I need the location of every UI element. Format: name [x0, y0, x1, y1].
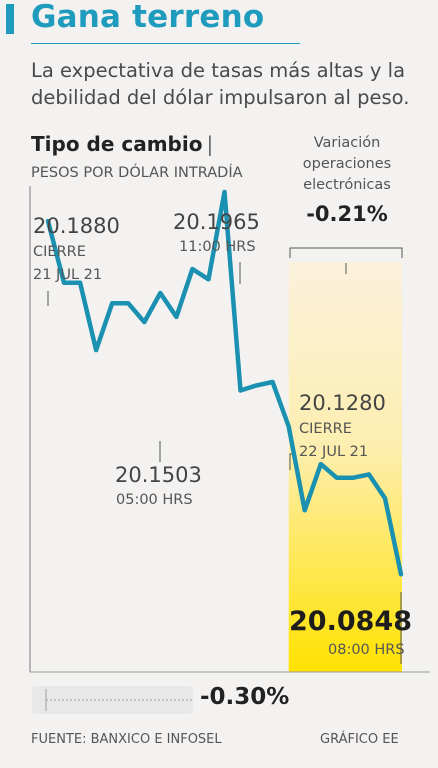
title-underline [31, 43, 300, 44]
last-value-label: 20.0848 [289, 606, 412, 637]
title-accent-bar [6, 4, 14, 34]
chart-title-separator: | [206, 132, 214, 156]
data-point [158, 290, 163, 295]
data-point [286, 424, 291, 429]
low-value-label: 20.1503 [115, 463, 202, 487]
series-group [45, 189, 404, 577]
close-value-label: 20.1280 [299, 391, 386, 415]
chart-title: Tipo de cambio | [31, 132, 213, 156]
data-point [206, 277, 211, 282]
data-point [350, 475, 355, 480]
data-point [62, 280, 67, 285]
data-point [399, 572, 403, 577]
data-point [382, 496, 387, 501]
page-title: Gana terreno [31, 0, 265, 35]
data-point [254, 383, 259, 388]
data-point [222, 189, 227, 194]
close-date-label: 22 JUL 21 [299, 444, 369, 460]
close-cierre-label: CIERRE [299, 421, 352, 437]
chart-title-text: Tipo de cambio [31, 132, 203, 156]
last-time-label: 08:00 HRS [328, 642, 405, 658]
data-point [318, 462, 323, 467]
data-point [142, 320, 147, 325]
electronic-variation-label: Variación operaciones electrónicas [302, 135, 392, 193]
data-point [302, 508, 307, 513]
data-point [190, 267, 195, 271]
data-point [366, 472, 371, 477]
highlight-bracket [289, 247, 403, 258]
data-point [94, 348, 99, 353]
high-time-label: 11:00 HRS [179, 239, 256, 255]
data-point [174, 314, 179, 319]
data-point [238, 388, 243, 393]
open-date-label: 21 JUL 21 [33, 267, 103, 283]
total-variation-value: -0.30% [200, 684, 290, 710]
electronic-trading-highlight [288, 262, 402, 672]
source-note: FUENTE: BANXICO E INFOSEL [31, 732, 222, 747]
data-point [334, 475, 339, 480]
graphic-credit: GRÁFICO EE [320, 732, 399, 747]
open-cierre-label: CIERRE [33, 244, 86, 260]
low-time-label: 05:00 HRS [116, 492, 193, 508]
chart-subtitle: PESOS POR DÓLAR INTRADÍA [31, 165, 243, 181]
data-point [110, 301, 115, 306]
data-point [126, 301, 131, 306]
data-point [46, 219, 50, 224]
total-variation-bar [32, 686, 193, 714]
open-value-label: 20.1880 [33, 214, 120, 238]
electronic-variation-value: -0.21% [306, 202, 388, 226]
data-point [270, 379, 275, 384]
page-subtitle: La expectativa de tasas más altas y la d… [31, 59, 410, 109]
data-point [78, 280, 83, 285]
high-value-label: 20.1965 [173, 210, 260, 234]
